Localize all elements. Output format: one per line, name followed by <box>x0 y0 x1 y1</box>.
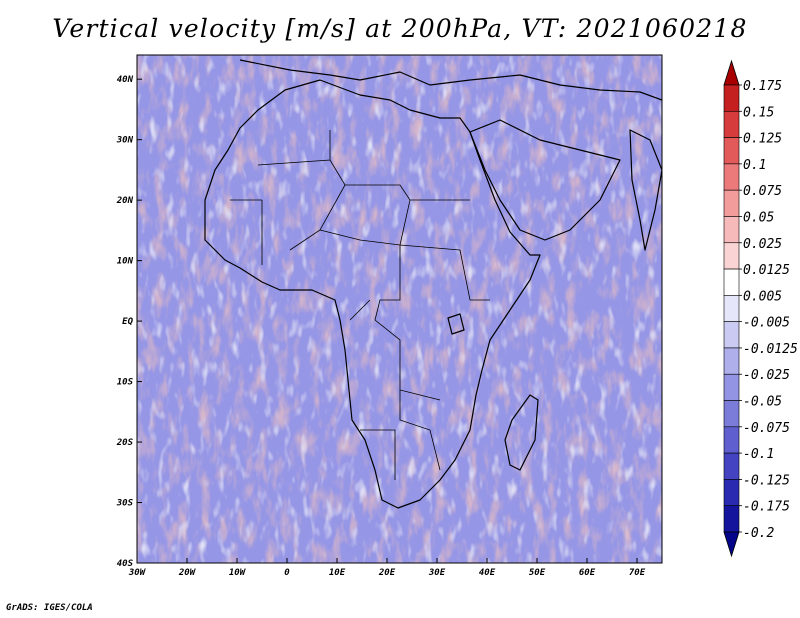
colorbar-box <box>723 216 740 244</box>
colorbar-level-label: -0.05 <box>743 395 782 410</box>
europe-coast <box>239 59 662 101</box>
lon-tick-label: 10W <box>229 568 247 578</box>
colorbar-box <box>723 268 740 296</box>
lat-tick-label: 20S <box>116 438 134 448</box>
lat-tick-label: 40S <box>117 559 134 569</box>
plot-frame <box>136 54 663 564</box>
colorbar-top-triangle <box>723 59 740 86</box>
lon-tick-label: 40E <box>479 568 496 578</box>
lake-victoria <box>447 313 465 335</box>
colorbar-level-label: 0.125 <box>743 132 782 147</box>
colorbar-box <box>723 189 740 217</box>
lon-tick-label: 10E <box>329 568 346 578</box>
colorbar-box <box>723 505 740 533</box>
colorbar-level-label: -0.025 <box>743 368 790 383</box>
madagascar-coast <box>504 394 539 471</box>
colorbar-box <box>723 110 740 138</box>
lon-tick-label: 50E <box>529 568 546 578</box>
colorbar-box <box>723 321 740 349</box>
colorbar-box <box>723 242 740 270</box>
colorbar-level-label: 0.05 <box>743 210 774 225</box>
lat-tick-label: 10N <box>117 257 134 267</box>
colorbar-box <box>723 479 740 507</box>
colorbar-level-label: -0.175 <box>743 500 790 515</box>
velocity-field <box>137 55 662 563</box>
colorbar-level-label: 0.1 <box>743 158 766 173</box>
colorbar-level-label: -0.075 <box>743 421 790 436</box>
colorbar: 0.175 0.15 0.125 0.1 0.075 0.05 0.025 0.0125 0.0… <box>723 59 798 558</box>
colorbar-level-label: 0.025 <box>743 237 782 252</box>
lon-tick-label: 20W <box>178 568 197 578</box>
lon-tick-label: 0 <box>284 568 290 578</box>
lon-tick-label: 70E <box>629 568 646 578</box>
country-borders <box>230 130 490 480</box>
colorbar-level-label: 0.075 <box>743 184 782 199</box>
colorbar-box <box>723 426 740 454</box>
colorbar-box <box>723 347 740 375</box>
india-coast <box>629 129 662 251</box>
colorbar-box <box>723 163 740 191</box>
lat-tick-label: 40N <box>117 75 134 85</box>
colorbar-level-label: 0.005 <box>743 289 782 304</box>
africa-coast <box>204 79 541 509</box>
lon-tick-label: 20E <box>378 568 396 578</box>
colorbar-box <box>723 295 740 322</box>
colorbar-level-label: 0.0125 <box>743 263 790 278</box>
lat-tick-label: 30N <box>116 136 134 146</box>
colorbar-bottom-triangle <box>723 531 740 558</box>
colorbar-level-label: 0.15 <box>743 105 774 120</box>
colorbar-level-label: 0.175 <box>743 79 782 94</box>
lat-tick-label: 30S <box>116 499 134 509</box>
colorbar-box <box>723 373 740 401</box>
colorbar-box <box>723 452 740 480</box>
grads-credit: GrADS: IGES/COLA <box>6 603 93 613</box>
arabia-coast <box>469 119 621 241</box>
colorbar-box <box>723 137 740 165</box>
colorbar-box <box>723 84 740 112</box>
lon-tick-label: 30W <box>128 568 147 578</box>
colorbar-level-label: -0.2 <box>743 526 774 541</box>
lat-tick-label: EQ <box>122 317 133 327</box>
lon-tick-label: 30E <box>428 568 446 578</box>
lat-tick-label: 10S <box>117 378 134 388</box>
lon-tick-label: 60E <box>579 568 596 578</box>
latitude-axis: 40S 30S 20S 10S EQ 10N 20N 30N 40N <box>116 75 142 569</box>
colorbar-box <box>723 400 740 428</box>
longitude-axis: 30W 20W 10W 0 10E 20E 30E 40E 50E 60E 70E <box>128 558 646 578</box>
colorbar-level-label: -0.125 <box>743 473 790 488</box>
map-title: Vertical velocity [m/s] at 200hPa, VT: 2… <box>52 14 748 43</box>
colorbar-level-label: -0.005 <box>743 316 790 331</box>
colorbar-level-label: -0.1 <box>743 447 774 462</box>
coastlines <box>204 59 662 509</box>
colorbar-level-label: -0.0125 <box>743 342 798 357</box>
lat-tick-label: 20N <box>116 196 134 206</box>
